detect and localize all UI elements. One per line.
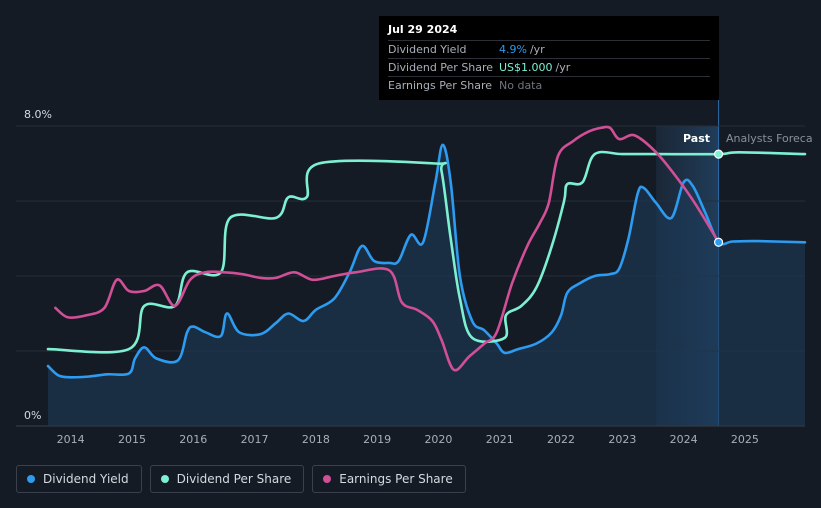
x-tick-label: 2014 xyxy=(57,433,85,446)
tooltip-value: US$1.000 xyxy=(499,61,553,74)
x-tick-label: 2018 xyxy=(302,433,330,446)
chart-tooltip: Jul 29 2024 Dividend Yield 4.9% /yr Divi… xyxy=(379,16,719,100)
tooltip-row-earnings-per-share: Earnings Per Share No data xyxy=(388,76,710,94)
tooltip-label: Dividend Yield xyxy=(388,43,467,56)
past-region-label: Past xyxy=(683,132,710,145)
x-tick-label: 2022 xyxy=(547,433,575,446)
tooltip-unit: /yr xyxy=(555,61,571,74)
series-area-dividend-yield xyxy=(48,144,805,427)
chart-legend: Dividend Yield Dividend Per Share Earnin… xyxy=(16,465,466,493)
x-tick-label: 2016 xyxy=(179,433,207,446)
legend-label: Earnings Per Share xyxy=(339,472,453,486)
x-tick-label: 2023 xyxy=(608,433,636,446)
legend-item-dividend-per-share[interactable]: Dividend Per Share xyxy=(149,465,305,493)
legend-label: Dividend Yield xyxy=(43,472,129,486)
x-tick-label: 2021 xyxy=(486,433,514,446)
x-tick-label: 2024 xyxy=(670,433,698,446)
tooltip-label: Earnings Per Share xyxy=(388,79,493,92)
legend-item-dividend-yield[interactable]: Dividend Yield xyxy=(16,465,142,493)
x-tick-label: 2017 xyxy=(241,433,269,446)
current-point-marker xyxy=(713,237,724,247)
y-tick-label: 0% xyxy=(24,409,41,422)
series-line-dividend-yield xyxy=(46,143,807,379)
current-point-marker xyxy=(713,149,724,159)
forecast-region-label: Analysts Foreca xyxy=(726,132,813,145)
x-tick-label: 2015 xyxy=(118,433,146,446)
tooltip-value: 4.9% xyxy=(499,43,527,56)
x-tick-label: 2020 xyxy=(424,433,452,446)
tooltip-unit: /yr xyxy=(529,43,545,56)
x-tick-label: 2025 xyxy=(731,433,759,446)
tooltip-value: No data xyxy=(499,79,543,92)
legend-label: Dividend Per Share xyxy=(176,472,292,486)
legend-dot-icon xyxy=(27,475,35,483)
legend-item-earnings-per-share[interactable]: Earnings Per Share xyxy=(312,465,466,493)
tooltip-row-dividend-yield: Dividend Yield 4.9% /yr xyxy=(388,40,710,58)
legend-dot-icon xyxy=(160,475,169,483)
series-line-earnings-per-share xyxy=(54,125,720,372)
x-tick-label: 2019 xyxy=(363,433,391,446)
tooltip-date: Jul 29 2024 xyxy=(388,23,458,36)
series-line-dividend-per-share xyxy=(46,150,807,354)
legend-dot-icon xyxy=(323,475,332,483)
tooltip-row-dividend-per-share: Dividend Per Share US$1.000 /yr xyxy=(388,58,710,76)
y-tick-label: 8.0% xyxy=(24,108,52,121)
tooltip-label: Dividend Per Share xyxy=(388,61,494,74)
